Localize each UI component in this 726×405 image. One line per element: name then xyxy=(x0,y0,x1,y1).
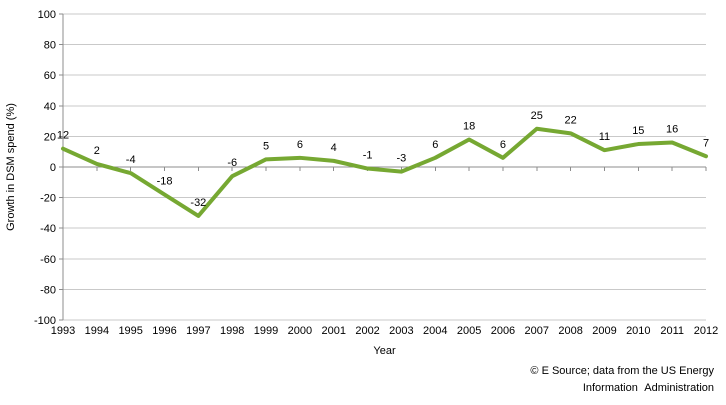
y-tick-label: -40 xyxy=(40,223,56,235)
data-label: 4 xyxy=(331,142,337,154)
y-tick-label: -60 xyxy=(40,254,56,266)
x-tick-label: 2010 xyxy=(626,325,650,337)
attribution: © E Source; data from the US Energy Info… xyxy=(394,363,714,397)
dsm-growth-series-line xyxy=(61,126,708,218)
data-label: 12 xyxy=(57,130,69,142)
x-tick-label: 1999 xyxy=(254,325,278,337)
data-label: 22 xyxy=(565,114,577,126)
data-label: 7 xyxy=(703,137,709,149)
x-tick-label: 2005 xyxy=(457,325,481,337)
x-tick-label: 1996 xyxy=(152,325,176,337)
x-tick-label: 1997 xyxy=(186,325,210,337)
x-tick-label: 2006 xyxy=(491,325,515,337)
data-label: 6 xyxy=(432,139,438,151)
x-tick-label: 1993 xyxy=(51,325,75,337)
x-tick-label: 2000 xyxy=(288,325,312,337)
x-tick-label: 2003 xyxy=(389,325,413,337)
y-tick-label: 20 xyxy=(44,131,56,143)
data-label: -32 xyxy=(190,197,206,209)
data-label: -6 xyxy=(227,157,237,169)
x-tick-label: 2002 xyxy=(355,325,379,337)
data-label: 18 xyxy=(463,120,475,132)
x-tick-label: 2012 xyxy=(694,325,718,337)
data-label: -4 xyxy=(126,154,136,166)
data-label: 5 xyxy=(263,140,269,152)
data-label: 15 xyxy=(632,125,644,137)
y-tick-label: 100 xyxy=(38,9,56,21)
x-tick-label: 2009 xyxy=(592,325,616,337)
x-tick-label: 2007 xyxy=(525,325,549,337)
data-label: 25 xyxy=(531,110,543,122)
data-label: 6 xyxy=(297,139,303,151)
y-tick-label: -100 xyxy=(34,315,56,327)
y-tick-label: 40 xyxy=(44,101,56,113)
data-label: -3 xyxy=(397,153,407,165)
y-tick-label: 60 xyxy=(44,70,56,82)
x-tick-label: 2001 xyxy=(321,325,345,337)
x-tick-label: 2011 xyxy=(660,325,684,337)
y-axis-title: Growth in DSM spend (%) xyxy=(5,103,17,231)
data-label: 16 xyxy=(666,124,678,136)
y-tick-label: 0 xyxy=(50,162,56,174)
attribution-line-2: Information Administration xyxy=(582,382,714,394)
x-tick-label: 1995 xyxy=(118,325,142,337)
x-axis-title: Year xyxy=(373,345,396,357)
x-tick-label: 2004 xyxy=(423,325,447,337)
y-tick-label: -20 xyxy=(40,193,56,205)
x-tick-label: 1994 xyxy=(85,325,109,337)
data-label: -18 xyxy=(157,176,173,188)
data-label: 6 xyxy=(500,139,506,151)
data-label: 2 xyxy=(94,145,100,157)
y-tick-label: -80 xyxy=(40,284,56,296)
data-label: 11 xyxy=(599,131,610,143)
y-tick-label: 80 xyxy=(44,40,56,52)
attribution-line-1: © E Source; data from the US Energy xyxy=(530,365,714,377)
x-tick-label: 1998 xyxy=(220,325,244,337)
x-tick-label: 2008 xyxy=(558,325,582,337)
data-label: -1 xyxy=(363,150,373,162)
